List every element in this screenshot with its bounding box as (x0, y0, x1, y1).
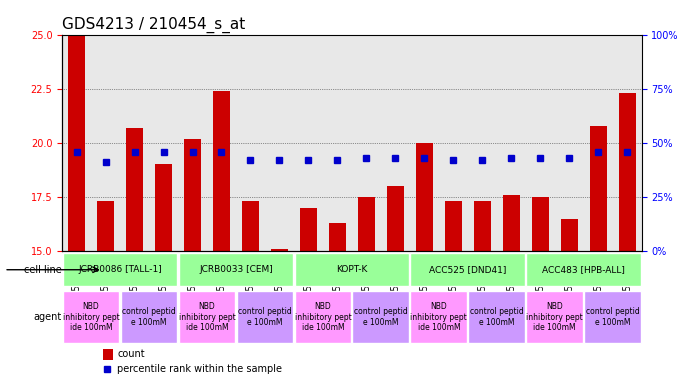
Text: control peptid
e 100mM: control peptid e 100mM (354, 308, 408, 327)
Bar (618, 93, 636, 251)
Text: cell line: cell line (24, 265, 62, 275)
Text: percentile rank within the sample: percentile rank within the sample (117, 364, 282, 374)
Text: ACC483 [HPB-ALL]: ACC483 [HPB-ALL] (542, 265, 625, 274)
Bar (299, 208, 317, 251)
FancyBboxPatch shape (121, 291, 177, 343)
Bar (473, 201, 491, 251)
FancyBboxPatch shape (179, 253, 293, 286)
Text: NBD
inhibitory pept
ide 100mM: NBD inhibitory pept ide 100mM (411, 302, 467, 332)
Text: control peptid
e 100mM: control peptid e 100mM (470, 308, 524, 327)
Bar (415, 143, 433, 251)
Text: control peptid
e 100mM: control peptid e 100mM (238, 308, 292, 327)
FancyBboxPatch shape (63, 291, 119, 343)
Bar (589, 126, 607, 251)
Bar (213, 91, 230, 251)
FancyBboxPatch shape (179, 291, 235, 343)
Bar (184, 139, 201, 251)
Bar (560, 218, 578, 251)
FancyBboxPatch shape (584, 291, 641, 343)
Bar (103, 349, 113, 359)
Text: NBD
inhibitory pept
ide 100mM: NBD inhibitory pept ide 100mM (63, 302, 119, 332)
Bar (97, 201, 115, 251)
Text: agent: agent (34, 312, 62, 322)
Text: GDS4213 / 210454_s_at: GDS4213 / 210454_s_at (62, 17, 246, 33)
Bar (502, 195, 520, 251)
FancyBboxPatch shape (469, 291, 525, 343)
FancyBboxPatch shape (526, 291, 583, 343)
FancyBboxPatch shape (411, 253, 525, 286)
FancyBboxPatch shape (63, 253, 177, 286)
Bar (241, 201, 259, 251)
Bar (270, 249, 288, 251)
Bar (328, 223, 346, 251)
Bar (155, 164, 172, 251)
Text: KOPT-K: KOPT-K (336, 265, 368, 274)
Text: JCRB0086 [TALL-1]: JCRB0086 [TALL-1] (78, 265, 162, 274)
FancyBboxPatch shape (295, 253, 409, 286)
Bar (531, 197, 549, 251)
Text: JCRB0033 [CEM]: JCRB0033 [CEM] (199, 265, 273, 274)
Bar (357, 197, 375, 251)
FancyBboxPatch shape (295, 291, 351, 343)
Text: NBD
inhibitory pept
ide 100mM: NBD inhibitory pept ide 100mM (526, 302, 583, 332)
Bar (386, 186, 404, 251)
Bar (444, 201, 462, 251)
Bar (68, 36, 86, 251)
Text: control peptid
e 100mM: control peptid e 100mM (122, 308, 176, 327)
Text: control peptid
e 100mM: control peptid e 100mM (586, 308, 640, 327)
Text: ACC525 [DND41]: ACC525 [DND41] (429, 265, 506, 274)
FancyBboxPatch shape (411, 291, 467, 343)
FancyBboxPatch shape (237, 291, 293, 343)
FancyBboxPatch shape (526, 253, 641, 286)
Text: count: count (117, 349, 145, 359)
FancyBboxPatch shape (353, 291, 409, 343)
Bar (126, 128, 144, 251)
Text: NBD
inhibitory pept
ide 100mM: NBD inhibitory pept ide 100mM (295, 302, 351, 332)
Text: NBD
inhibitory pept
ide 100mM: NBD inhibitory pept ide 100mM (179, 302, 235, 332)
